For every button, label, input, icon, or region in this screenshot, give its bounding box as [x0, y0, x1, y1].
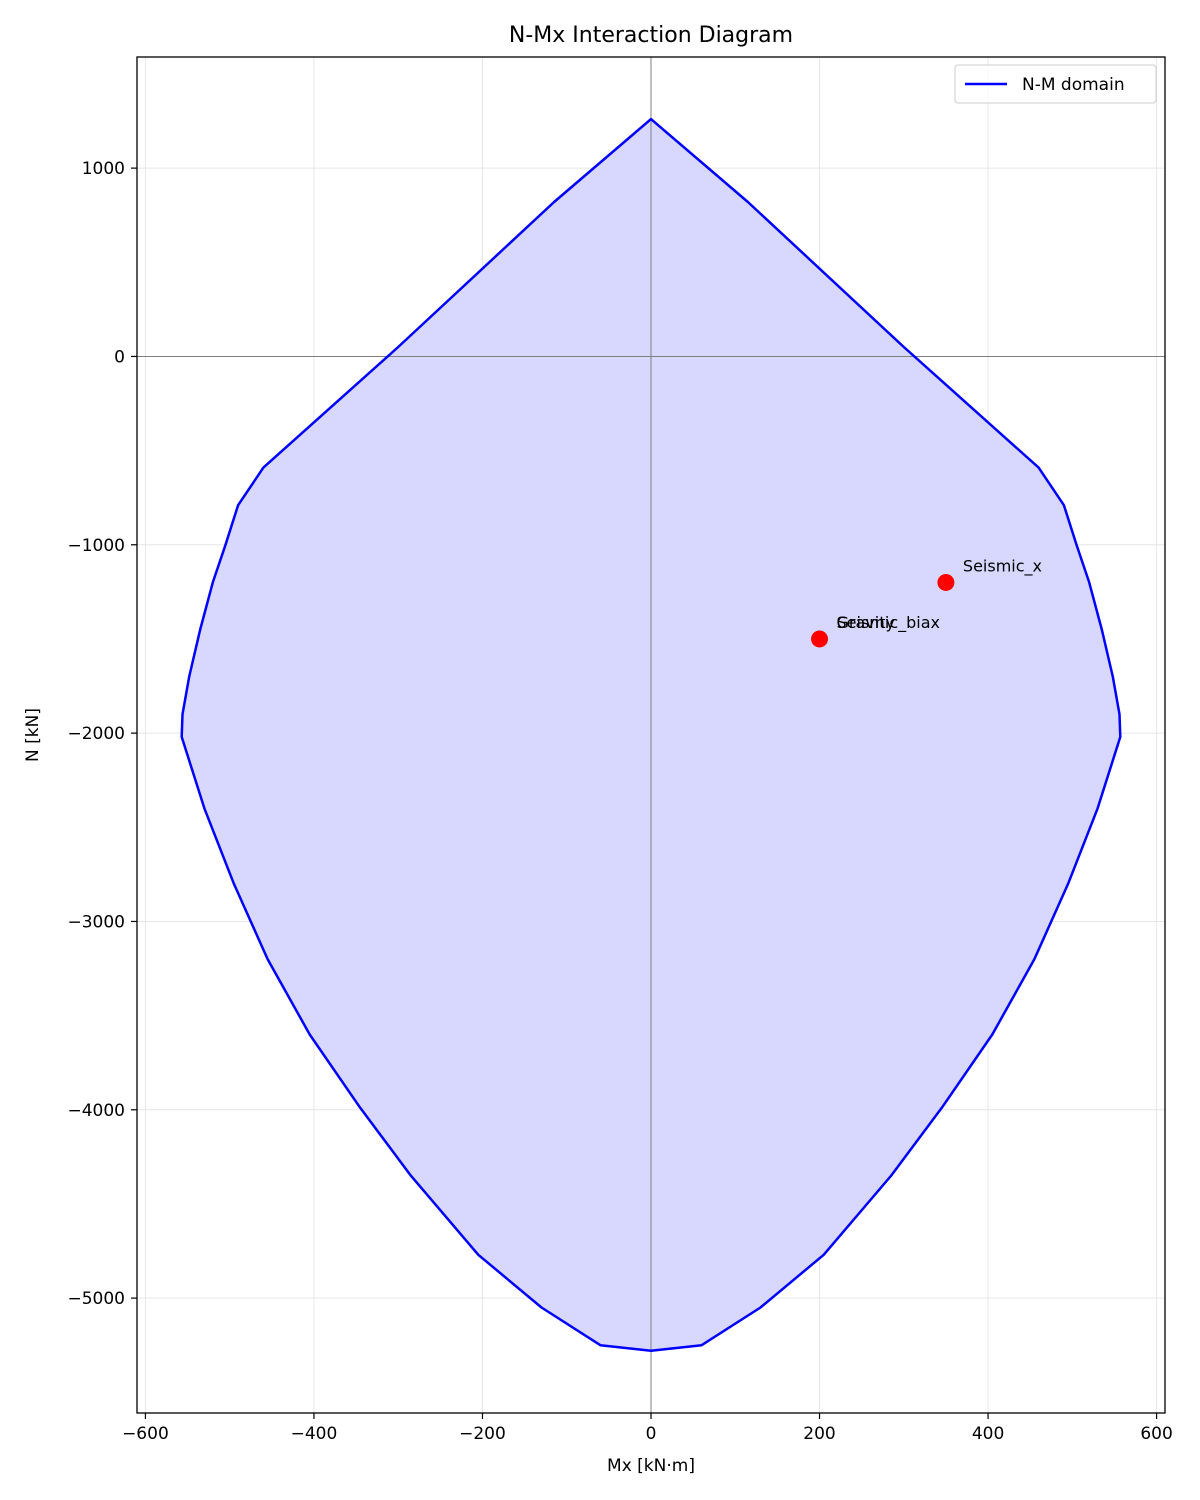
y-axis-title: N [kN] — [23, 708, 43, 762]
legend-box — [954, 64, 1157, 104]
legend-entry-nm-domain: N-M domain — [1022, 75, 1125, 95]
y-tick-label: 1000 — [82, 159, 125, 179]
y-tick-label: −3000 — [67, 912, 125, 932]
y-tick-label: 0 — [114, 347, 125, 367]
load-point-marker — [937, 573, 955, 591]
x-tick-label: −200 — [459, 1424, 506, 1444]
load-point-label: Seismic_x — [963, 556, 1042, 576]
y-tick-label: −2000 — [67, 724, 125, 744]
load-point-label: Gravity — [837, 613, 895, 632]
x-tick-label: 600 — [1140, 1424, 1172, 1444]
x-tick-label: 400 — [972, 1424, 1004, 1444]
chart-title: N-Mx Interaction Diagram — [509, 23, 793, 48]
y-tick-label: −4000 — [67, 1101, 125, 1121]
x-tick-label: 0 — [646, 1424, 657, 1444]
x-tick-label: −600 — [122, 1424, 169, 1444]
x-axis-title: Mx [kN·m] — [607, 1456, 695, 1476]
x-tick-label: 200 — [803, 1424, 835, 1444]
y-tick-label: −5000 — [67, 1289, 125, 1309]
series-nm-domain-line — [180, 117, 1122, 1353]
y-tick-label: −1000 — [67, 536, 125, 556]
load-point-marker — [811, 630, 829, 648]
y-axis-ticks: 1000 0 −1000 −2000 −3000 −4000 −5000 — [67, 159, 137, 1309]
load-point-label: Seismic_biax — [837, 613, 940, 633]
legend: N-M domain — [954, 64, 1157, 104]
x-axis-ticks: −600 −400 −200 0 200 400 600 — [122, 1413, 1173, 1444]
x-tick-label: −400 — [291, 1424, 338, 1444]
